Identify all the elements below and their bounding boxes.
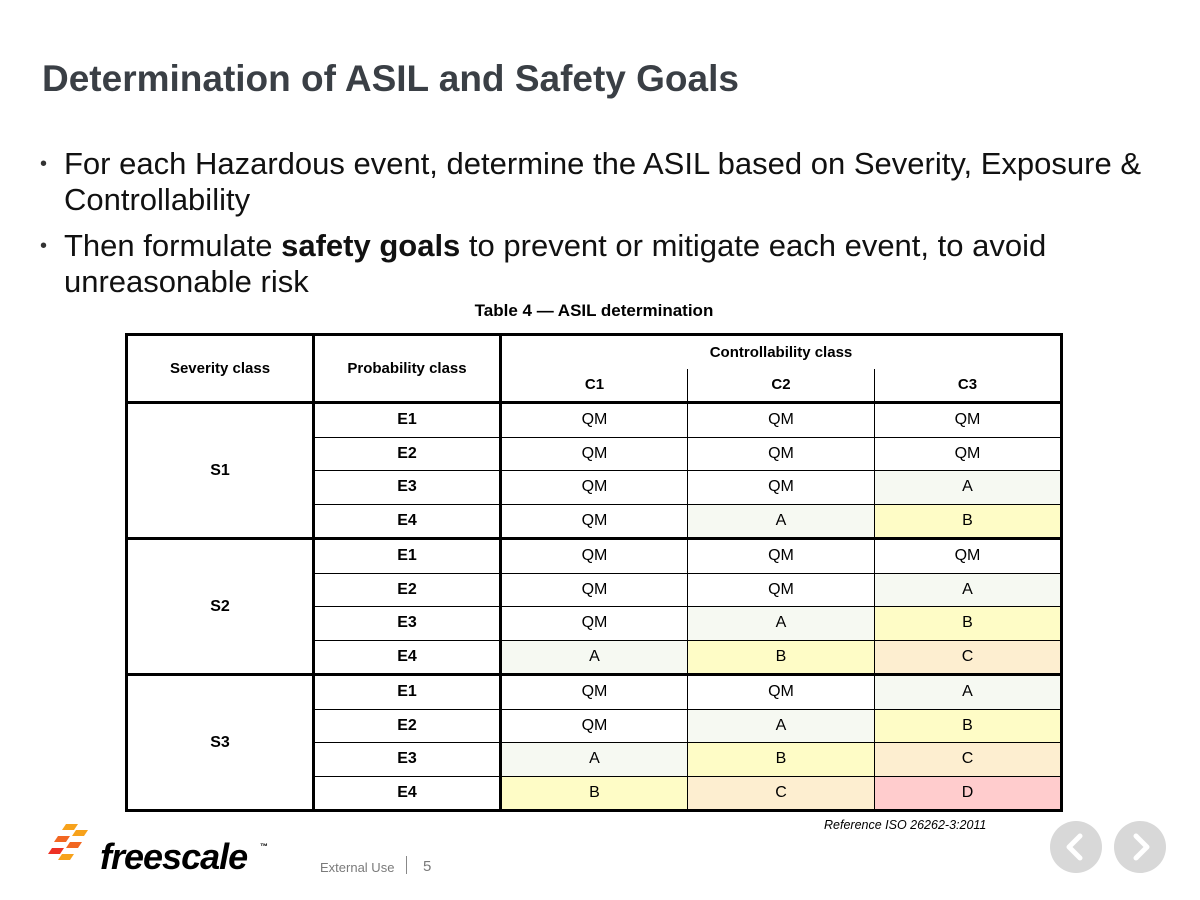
asil-cell: C bbox=[874, 639, 1062, 676]
probability-cell: E4 bbox=[313, 775, 502, 812]
asil-cell: A bbox=[500, 639, 688, 676]
footer-divider bbox=[406, 856, 407, 874]
bullet-item-2: • Then formulate safety goals to prevent… bbox=[40, 228, 1150, 300]
asil-cell: D bbox=[874, 775, 1062, 812]
asil-cell: A bbox=[500, 742, 688, 777]
asil-cell: QM bbox=[874, 402, 1062, 438]
header-c1: C1 bbox=[500, 368, 688, 404]
next-slide-button[interactable] bbox=[1114, 821, 1166, 873]
bullet-dot: • bbox=[40, 235, 48, 257]
bullet-1-text: For each Hazardous event, determine the … bbox=[64, 146, 1141, 217]
asil-cell: B bbox=[687, 639, 875, 676]
table-row: E3 QM A B bbox=[127, 606, 1062, 641]
asil-cell: QM bbox=[500, 606, 688, 641]
probability-cell: E3 bbox=[313, 742, 502, 777]
header-controllability-class: Controllability class bbox=[500, 334, 1062, 369]
chevron-left-icon bbox=[1066, 833, 1083, 861]
asil-cell: QM bbox=[687, 402, 875, 438]
bullet-list: • For each Hazardous event, determine th… bbox=[40, 146, 1150, 310]
asil-cell: QM bbox=[687, 572, 875, 607]
asil-cell: QM bbox=[500, 674, 688, 710]
table-row: E2 QM QM QM bbox=[127, 436, 1062, 471]
header-severity-class: Severity class bbox=[126, 334, 315, 404]
footer-page-number: 5 bbox=[423, 858, 432, 875]
bullet-item-1: • For each Hazardous event, determine th… bbox=[40, 146, 1150, 218]
severity-cell: S3 bbox=[126, 674, 315, 812]
asil-cell: QM bbox=[500, 503, 688, 540]
logo-wordmark: freescale bbox=[100, 836, 248, 877]
freescale-logo-icon bbox=[48, 824, 88, 860]
asil-cell: A bbox=[874, 674, 1062, 710]
asil-cell: B bbox=[687, 742, 875, 777]
prev-slide-button[interactable] bbox=[1050, 821, 1102, 873]
table-row: E2 QM QM A bbox=[127, 572, 1062, 607]
asil-cell: QM bbox=[500, 538, 688, 574]
asil-cell: A bbox=[687, 708, 875, 743]
asil-cell: QM bbox=[500, 402, 688, 438]
reference-note: Reference ISO 26262-3:2011 bbox=[824, 818, 987, 832]
probability-cell: E1 bbox=[313, 402, 502, 438]
bullet-2-text-after: to prevent or mitigate each event, to av… bbox=[64, 228, 1047, 299]
table-row: E3 A B C bbox=[127, 742, 1062, 777]
probability-cell: E2 bbox=[313, 436, 502, 471]
asil-cell: B bbox=[874, 503, 1062, 540]
asil-cell: QM bbox=[687, 470, 875, 505]
asil-table-body: S1 E1 QM QM QM E2 QM QM QM E3 QM QM A E4 QM A B S2 E1 QM QM Q… bbox=[126, 402, 1062, 812]
table-row: S1 E1 QM QM QM bbox=[126, 402, 1062, 540]
header-c2: C2 bbox=[687, 368, 875, 404]
logo-trademark: ™ bbox=[260, 842, 268, 851]
probability-cell: E2 bbox=[313, 708, 502, 743]
probability-cell: E3 bbox=[313, 470, 502, 505]
asil-cell: A bbox=[687, 503, 875, 540]
asil-cell: A bbox=[874, 470, 1062, 505]
bullet-2-text-bold: safety goals bbox=[281, 228, 461, 263]
probability-cell: E1 bbox=[313, 674, 502, 710]
header-c3: C3 bbox=[874, 368, 1062, 404]
asil-cell: B bbox=[500, 775, 688, 812]
probability-cell: E3 bbox=[313, 606, 502, 641]
probability-cell: E4 bbox=[313, 503, 502, 540]
header-probability-class: Probability class bbox=[313, 334, 502, 404]
table-row: S2 E1 QM QM QM bbox=[126, 538, 1062, 676]
table-row: E4 B C D bbox=[127, 775, 1062, 812]
asil-cell: QM bbox=[500, 436, 688, 471]
asil-cell: QM bbox=[500, 708, 688, 743]
slide-title: Determination of ASIL and Safety Goals bbox=[42, 58, 739, 99]
severity-cell: S1 bbox=[126, 402, 315, 540]
asil-cell: QM bbox=[687, 436, 875, 471]
asil-cell: B bbox=[874, 606, 1062, 641]
asil-cell: QM bbox=[687, 674, 875, 710]
table-caption-row: Table 4 — ASIL determination bbox=[0, 301, 1188, 321]
severity-cell: S2 bbox=[126, 538, 315, 676]
table-row: E4 QM A B bbox=[127, 503, 1062, 540]
asil-cell: QM bbox=[500, 572, 688, 607]
asil-cell: B bbox=[874, 708, 1062, 743]
asil-cell: QM bbox=[500, 470, 688, 505]
table-row: E3 QM QM A bbox=[127, 470, 1062, 505]
asil-cell: QM bbox=[874, 436, 1062, 471]
probability-cell: E1 bbox=[313, 538, 502, 574]
asil-cell: A bbox=[687, 606, 875, 641]
freescale-logo: freescale ™ bbox=[48, 820, 278, 880]
chevron-right-icon bbox=[1133, 833, 1150, 861]
table-caption: Table 4 — ASIL determination bbox=[474, 301, 714, 320]
probability-cell: E4 bbox=[313, 639, 502, 676]
table-row: E4 A B C bbox=[127, 639, 1062, 676]
table-row: S3 E1 QM QM A bbox=[126, 674, 1062, 812]
asil-determination-table: Severity class Probability class Control… bbox=[125, 333, 1063, 812]
bullet-dot: • bbox=[40, 153, 48, 175]
asil-cell: QM bbox=[687, 538, 875, 574]
asil-cell: A bbox=[874, 572, 1062, 607]
probability-cell: E2 bbox=[313, 572, 502, 607]
bullet-2-text-before: Then formulate bbox=[64, 228, 282, 263]
asil-cell: QM bbox=[874, 538, 1062, 574]
asil-cell: C bbox=[687, 775, 875, 812]
table-row: E2 QM A B bbox=[127, 708, 1062, 743]
asil-cell: C bbox=[874, 742, 1062, 777]
footer-classification: External Use bbox=[320, 860, 395, 875]
